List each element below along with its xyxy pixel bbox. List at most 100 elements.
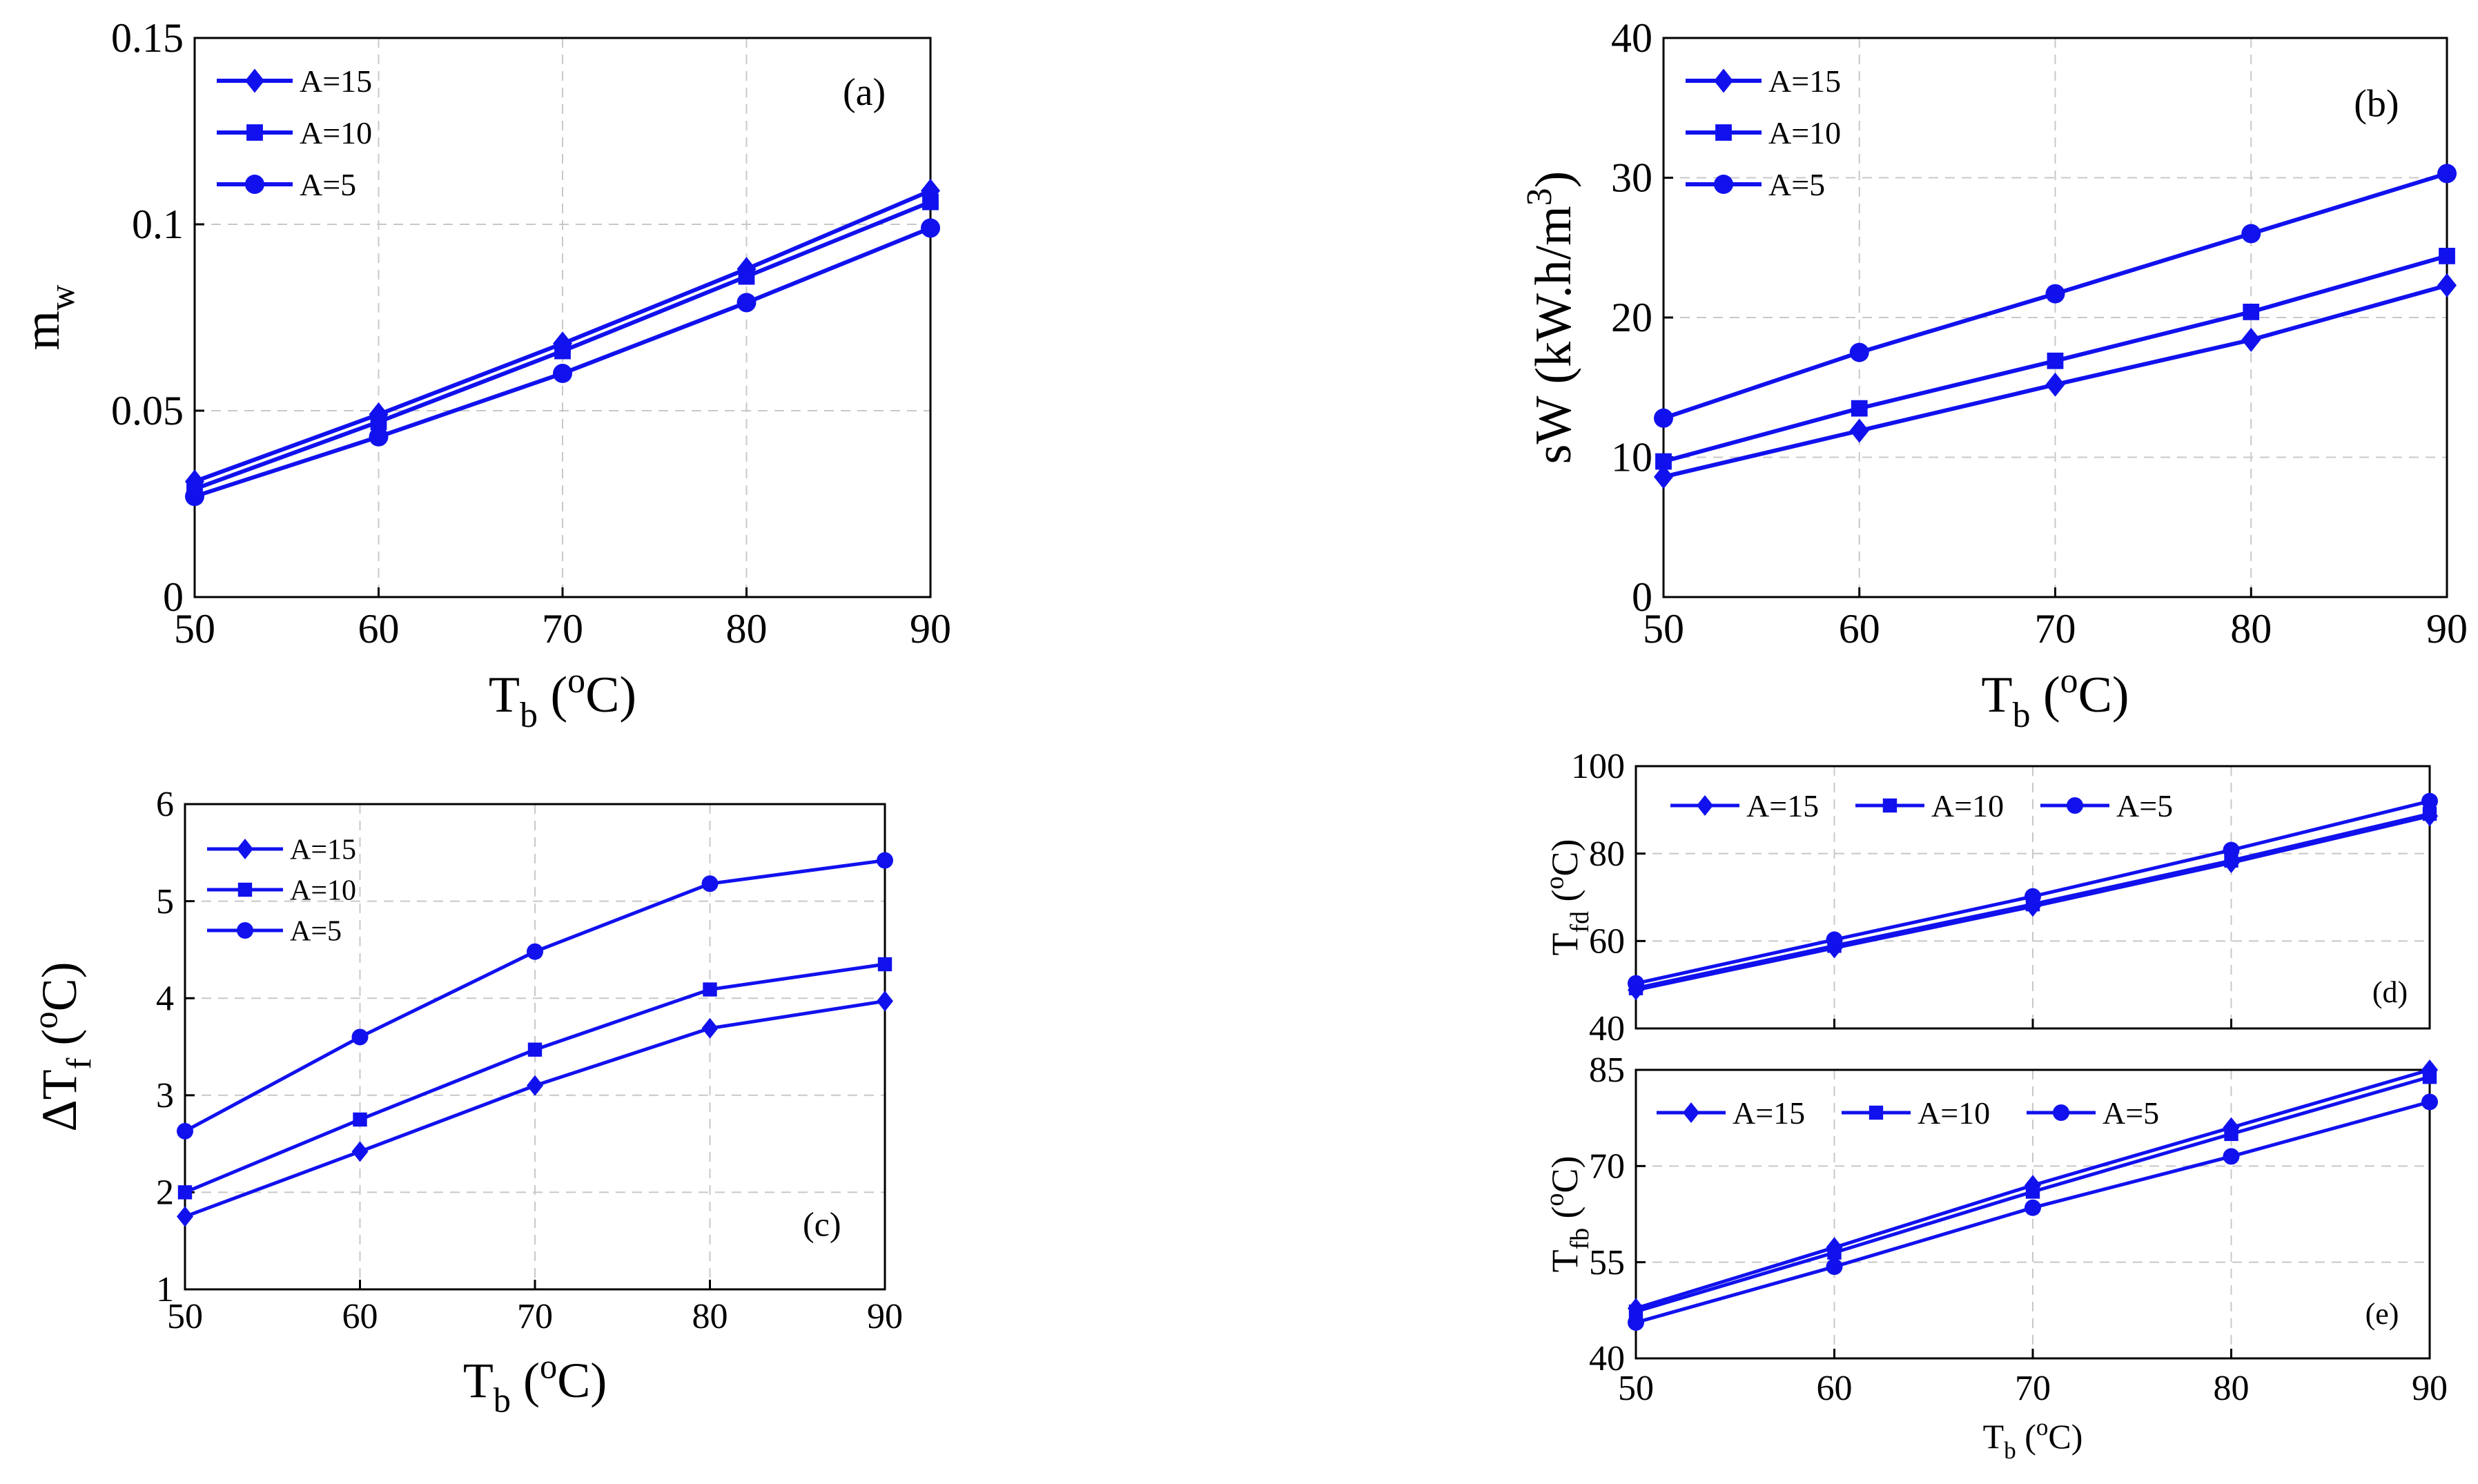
data-point <box>2421 1093 2438 1111</box>
y-axis-label: Tfb (oC) <box>1540 1156 1594 1273</box>
data-point <box>527 943 543 960</box>
x-tick-label: 50 <box>1618 1369 1654 1408</box>
legend-marker <box>1715 124 1732 141</box>
data-point <box>1628 975 1644 992</box>
x-tick-label: 50 <box>167 1297 203 1336</box>
data-point <box>2025 1199 2041 1216</box>
x-axis-label: Tb (oC) <box>463 1347 607 1420</box>
data-point <box>922 193 939 211</box>
data-point <box>2241 327 2261 352</box>
y-tick-label: 0.15 <box>111 15 184 61</box>
data-point <box>2224 1126 2238 1142</box>
y-tick-label: 10 <box>1611 434 1652 480</box>
legend-marker <box>1697 795 1713 816</box>
y-axis-label: sW (kW.h/m3) <box>1520 171 1582 465</box>
x-tick-label: 70 <box>542 606 583 652</box>
x-tick-label: 90 <box>2426 606 2468 652</box>
x-tick-label: 50 <box>174 606 215 652</box>
x-tick-label: 70 <box>2035 606 2076 652</box>
data-point <box>1826 1258 1843 1276</box>
series-A=5 <box>1628 792 2438 992</box>
series-A=15 <box>1654 273 2457 489</box>
data-point <box>185 487 204 507</box>
y-axis-label: ΔTf (oC) <box>26 961 99 1131</box>
y-tick-label: 30 <box>1611 155 1652 200</box>
x-tick-label: 80 <box>726 606 768 652</box>
y-axis-label: mw <box>14 284 82 351</box>
data-point <box>2047 352 2064 369</box>
legend-label: A=5 <box>1768 167 1825 202</box>
data-point <box>738 268 755 285</box>
data-point <box>2437 164 2457 184</box>
y-tick-label: 80 <box>1589 834 1625 874</box>
legend-label: A=10 <box>1931 788 2004 823</box>
data-point <box>2437 273 2457 297</box>
legend-marker <box>245 68 264 93</box>
x-tick-label: 80 <box>692 1297 728 1336</box>
data-point <box>1827 1245 1842 1260</box>
legend-marker <box>2067 797 2083 814</box>
x-tick-label: 60 <box>342 1297 378 1336</box>
legend-marker <box>246 124 263 141</box>
y-tick-label: 55 <box>1589 1243 1625 1282</box>
data-point <box>877 990 893 1012</box>
legend: A=15 A=10 A=5 <box>1670 788 2173 823</box>
legend-label: A=15 <box>1768 64 1841 99</box>
y-axis-label: Tfd (oC) <box>1540 839 1594 956</box>
y-tick-label: 0.05 <box>111 388 184 433</box>
legend-marker <box>1683 1102 1699 1123</box>
data-point <box>177 1206 193 1227</box>
data-point <box>2025 888 2041 905</box>
data-point <box>877 957 892 972</box>
y-tick-label: 2 <box>156 1173 174 1213</box>
data-point <box>2422 806 2437 821</box>
x-tick-label: 90 <box>910 606 951 652</box>
legend-marker <box>1714 175 1733 194</box>
legend-label: A=10 <box>290 875 356 907</box>
data-point <box>351 1028 369 1046</box>
data-point <box>177 1185 193 1200</box>
x-tick-label: 50 <box>1643 606 1684 652</box>
data-point <box>877 852 893 869</box>
legend: A=15 A=10 A=5 <box>1686 64 1841 202</box>
data-point <box>1654 465 1673 489</box>
x-tick-label: 90 <box>867 1297 903 1336</box>
legend-label: A=5 <box>2103 1095 2159 1131</box>
data-point <box>1826 931 1843 948</box>
chart-d: 40 60 80 100 Tfd (oC) A=15 A=10 A=5 (d) <box>1540 747 2438 1048</box>
y-tick-label: 5 <box>156 882 174 921</box>
y-tick-label: 0.1 <box>132 202 184 247</box>
y-tick-label: 100 <box>1571 747 1625 786</box>
y-tick-label: 85 <box>1589 1051 1625 1090</box>
data-point <box>1628 1314 1644 1331</box>
y-tick-label: 70 <box>1589 1146 1625 1186</box>
legend-label: A=15 <box>300 64 372 99</box>
data-point <box>554 342 571 360</box>
data-point <box>527 1042 543 1057</box>
x-tick-label: 60 <box>358 606 400 652</box>
data-point <box>2223 841 2240 859</box>
y-tick-label: 40 <box>1589 1009 1625 1048</box>
legend-label: A=15 <box>1746 788 1819 823</box>
x-tick-label: 70 <box>517 1297 553 1336</box>
panel-label: (e) <box>2365 1297 2399 1331</box>
legend-marker <box>237 922 253 939</box>
y-tick-label: 6 <box>156 785 174 824</box>
legend-marker <box>245 175 264 194</box>
y-tick-label: 40 <box>1611 15 1652 61</box>
x-tick-label: 60 <box>1839 606 1880 652</box>
data-point <box>369 427 389 447</box>
legend-label: A=10 <box>1918 1095 1990 1131</box>
data-point <box>351 1141 369 1162</box>
x-axis-label: Tb (oC) <box>489 661 636 735</box>
legend-marker <box>237 882 253 897</box>
data-point <box>2045 372 2065 397</box>
data-point <box>736 293 757 313</box>
x-tick-label: 70 <box>2015 1369 2051 1408</box>
data-point <box>2241 224 2261 244</box>
legend-label: A=5 <box>290 916 342 948</box>
legend-marker <box>1869 1105 1884 1120</box>
